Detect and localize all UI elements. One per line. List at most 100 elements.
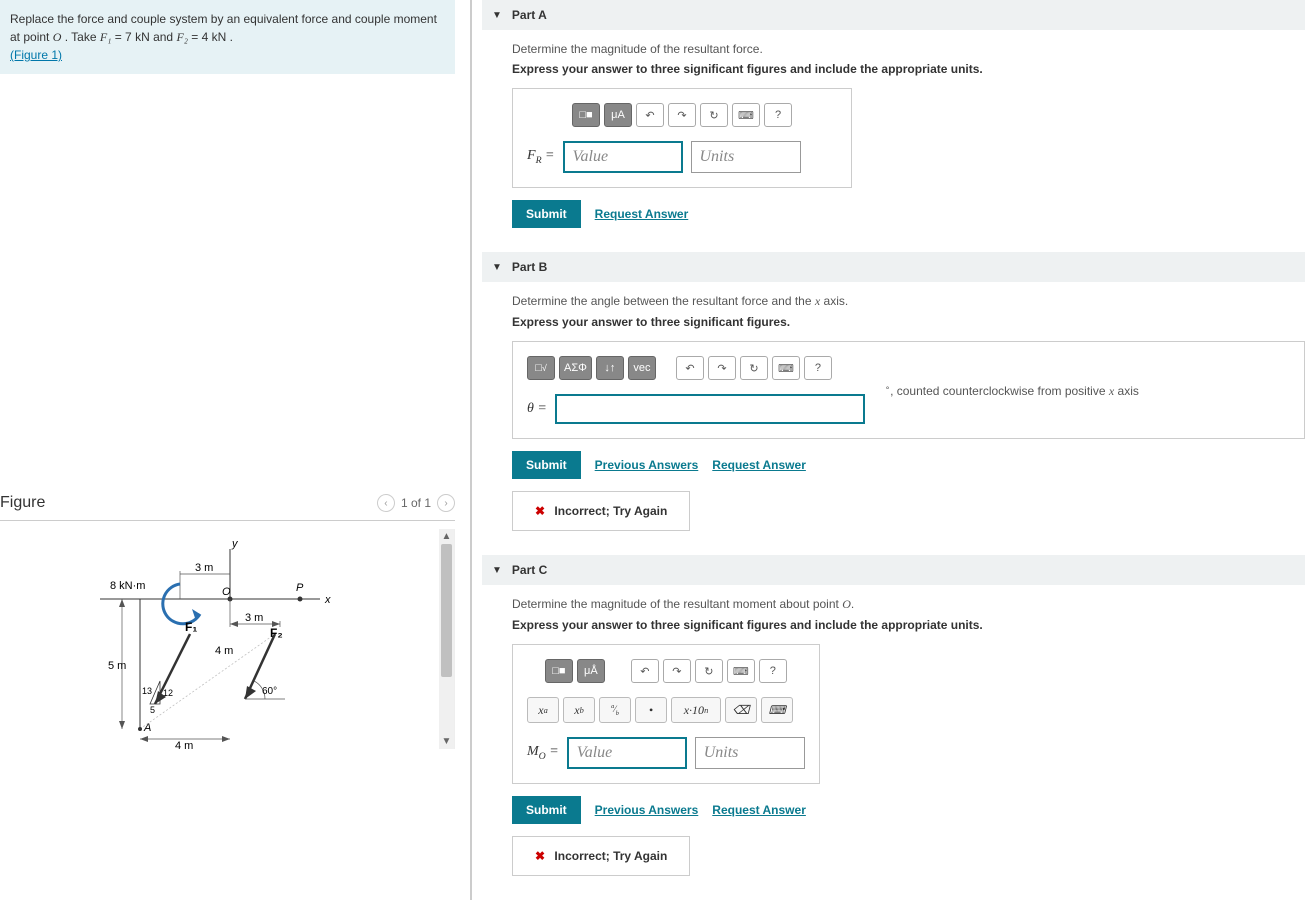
problem-take: . Take xyxy=(65,30,100,44)
dim-4m-mid: 4 m xyxy=(215,645,233,657)
tri-13: 13 xyxy=(142,686,152,696)
f1-value: = 7 kN xyxy=(115,30,150,44)
figure-counter: 1 of 1 xyxy=(401,496,431,510)
problem-and: and xyxy=(153,30,176,44)
frac-button[interactable]: a⁄b xyxy=(599,697,631,723)
part-b-previous-link[interactable]: Previous Answers xyxy=(595,458,699,472)
part-b-value-input[interactable] xyxy=(555,394,865,424)
part-b-hint: ∘, counted counterclockwise from positiv… xyxy=(885,382,1139,399)
part-a-instr2: Express your answer to three significant… xyxy=(512,62,1305,76)
part-c-title: Part C xyxy=(512,563,547,577)
xa-button[interactable]: xa xyxy=(527,697,559,723)
part-a-submit-button[interactable]: Submit xyxy=(512,200,581,228)
mu-a-button[interactable]: μA xyxy=(604,103,632,127)
problem-point: O xyxy=(53,30,62,44)
part-a-request-link[interactable]: Request Answer xyxy=(595,207,689,221)
part-a-answer-panel: □■ μA ↶ ↷ ↻ ⌨ ? FR = Value Units xyxy=(512,88,852,188)
figure-next-button[interactable]: › xyxy=(437,494,455,512)
redo-button[interactable]: ↷ xyxy=(708,356,736,380)
dim-3m-top: 3 m xyxy=(195,562,213,574)
part-b-header[interactable]: ▼ Part B xyxy=(482,252,1305,282)
mu-a-button[interactable]: μÅ xyxy=(577,659,605,683)
f2-symbol: F₂ xyxy=(176,30,188,44)
F1-label: F₁ xyxy=(185,620,197,634)
sqrt-button[interactable]: □√ xyxy=(527,356,555,380)
part-a-header[interactable]: ▼ Part A xyxy=(482,0,1305,30)
moment-label: 8 kN·m xyxy=(110,580,145,592)
reset-button[interactable]: ↻ xyxy=(700,103,728,127)
part-b-section: ▼ Part B Determine the angle between the… xyxy=(482,252,1305,543)
dim-3m-right: 3 m xyxy=(245,612,263,624)
part-c-header[interactable]: ▼ Part C xyxy=(482,555,1305,585)
keyboard-button[interactable]: ⌨ xyxy=(727,659,755,683)
scroll-thumb[interactable] xyxy=(441,544,452,677)
help-button[interactable]: ? xyxy=(764,103,792,127)
tri-12: 12 xyxy=(163,688,173,698)
part-b-submit-button[interactable]: Submit xyxy=(512,451,581,479)
part-a-units-input[interactable]: Units xyxy=(691,141,801,173)
backspace-button[interactable]: ⌫ xyxy=(725,697,757,723)
dot-button[interactable]: • xyxy=(635,697,667,723)
part-b-feedback: ✖ Incorrect; Try Again xyxy=(512,491,690,531)
caret-down-icon: ▼ xyxy=(492,262,502,273)
scroll-down-icon[interactable]: ▼ xyxy=(442,734,452,749)
keyboard-button[interactable]: ⌨ xyxy=(732,103,760,127)
templates-button[interactable]: □■ xyxy=(572,103,600,127)
redo-button[interactable]: ↷ xyxy=(663,659,691,683)
f1-symbol: F₁ xyxy=(100,30,112,44)
redo-button[interactable]: ↷ xyxy=(668,103,696,127)
part-b-instr1: Determine the angle between the resultan… xyxy=(512,294,1305,309)
templates-button[interactable]: □■ xyxy=(545,659,573,683)
part-b-answer-panel: □√ ΑΣΦ ↓↑ vec ↶ ↷ ↻ ⌨ ? θ = xyxy=(512,341,1305,439)
dim-5m: 5 m xyxy=(108,660,126,672)
tri-5: 5 xyxy=(150,705,155,715)
keyboard-toggle-button[interactable]: ⌨ xyxy=(761,697,793,723)
P-label: P xyxy=(296,582,304,594)
part-b-title: Part B xyxy=(512,260,547,274)
figure-link[interactable]: (Figure 1) xyxy=(10,48,62,62)
part-b-instr2: Express your answer to three significant… xyxy=(512,315,1305,329)
part-a-value-input[interactable]: Value xyxy=(563,141,683,173)
part-c-submit-button[interactable]: Submit xyxy=(512,796,581,824)
figure-nav: ‹ 1 of 1 › xyxy=(377,494,455,512)
scroll-up-icon[interactable]: ▲ xyxy=(442,529,452,544)
part-c-request-link[interactable]: Request Answer xyxy=(712,803,806,817)
part-c-previous-link[interactable]: Previous Answers xyxy=(595,803,699,817)
sci-button[interactable]: x·10n xyxy=(671,697,721,723)
dim-4m-bot: 4 m xyxy=(175,740,193,749)
undo-button[interactable]: ↶ xyxy=(676,356,704,380)
part-c-units-input[interactable]: Units xyxy=(695,737,805,769)
figure-prev-button[interactable]: ‹ xyxy=(377,494,395,512)
part-b-var-label: θ = xyxy=(527,401,547,417)
part-b-feedback-text: Incorrect; Try Again xyxy=(554,504,667,518)
help-button[interactable]: ? xyxy=(759,659,787,683)
figure-title: Figure xyxy=(0,494,45,512)
part-c-value-input[interactable]: Value xyxy=(567,737,687,769)
part-a-section: ▼ Part A Determine the magnitude of the … xyxy=(482,0,1305,240)
vec-button[interactable]: vec xyxy=(628,356,656,380)
F2-label: F₂ xyxy=(270,626,283,640)
reset-button[interactable]: ↻ xyxy=(695,659,723,683)
updown-button[interactable]: ↓↑ xyxy=(596,356,624,380)
y-axis-label: y xyxy=(231,538,239,550)
part-c-var-label: MO = xyxy=(527,744,559,762)
x-icon: ✖ xyxy=(535,504,545,518)
part-a-instr1: Determine the magnitude of the resultant… xyxy=(512,42,1305,56)
part-c-feedback-text: Incorrect; Try Again xyxy=(554,849,667,863)
x-axis-label: x xyxy=(324,594,331,606)
part-b-request-link[interactable]: Request Answer xyxy=(712,458,806,472)
caret-down-icon: ▼ xyxy=(492,10,502,21)
reset-button[interactable]: ↻ xyxy=(740,356,768,380)
part-c-instr1: Determine the magnitude of the resultant… xyxy=(512,597,1305,612)
xb-button[interactable]: xb xyxy=(563,697,595,723)
figure-diagram: y x O P 3 m 8 kN·m xyxy=(0,529,420,749)
part-c-feedback: ✖ Incorrect; Try Again xyxy=(512,836,690,876)
keyboard-button[interactable]: ⌨ xyxy=(772,356,800,380)
problem-statement: Replace the force and couple system by a… xyxy=(0,0,455,74)
greek-button[interactable]: ΑΣΦ xyxy=(559,356,592,380)
undo-button[interactable]: ↶ xyxy=(636,103,664,127)
undo-button[interactable]: ↶ xyxy=(631,659,659,683)
help-button[interactable]: ? xyxy=(804,356,832,380)
O-label: O xyxy=(222,586,231,598)
figure-scrollbar[interactable]: ▲ ▼ xyxy=(439,529,454,749)
